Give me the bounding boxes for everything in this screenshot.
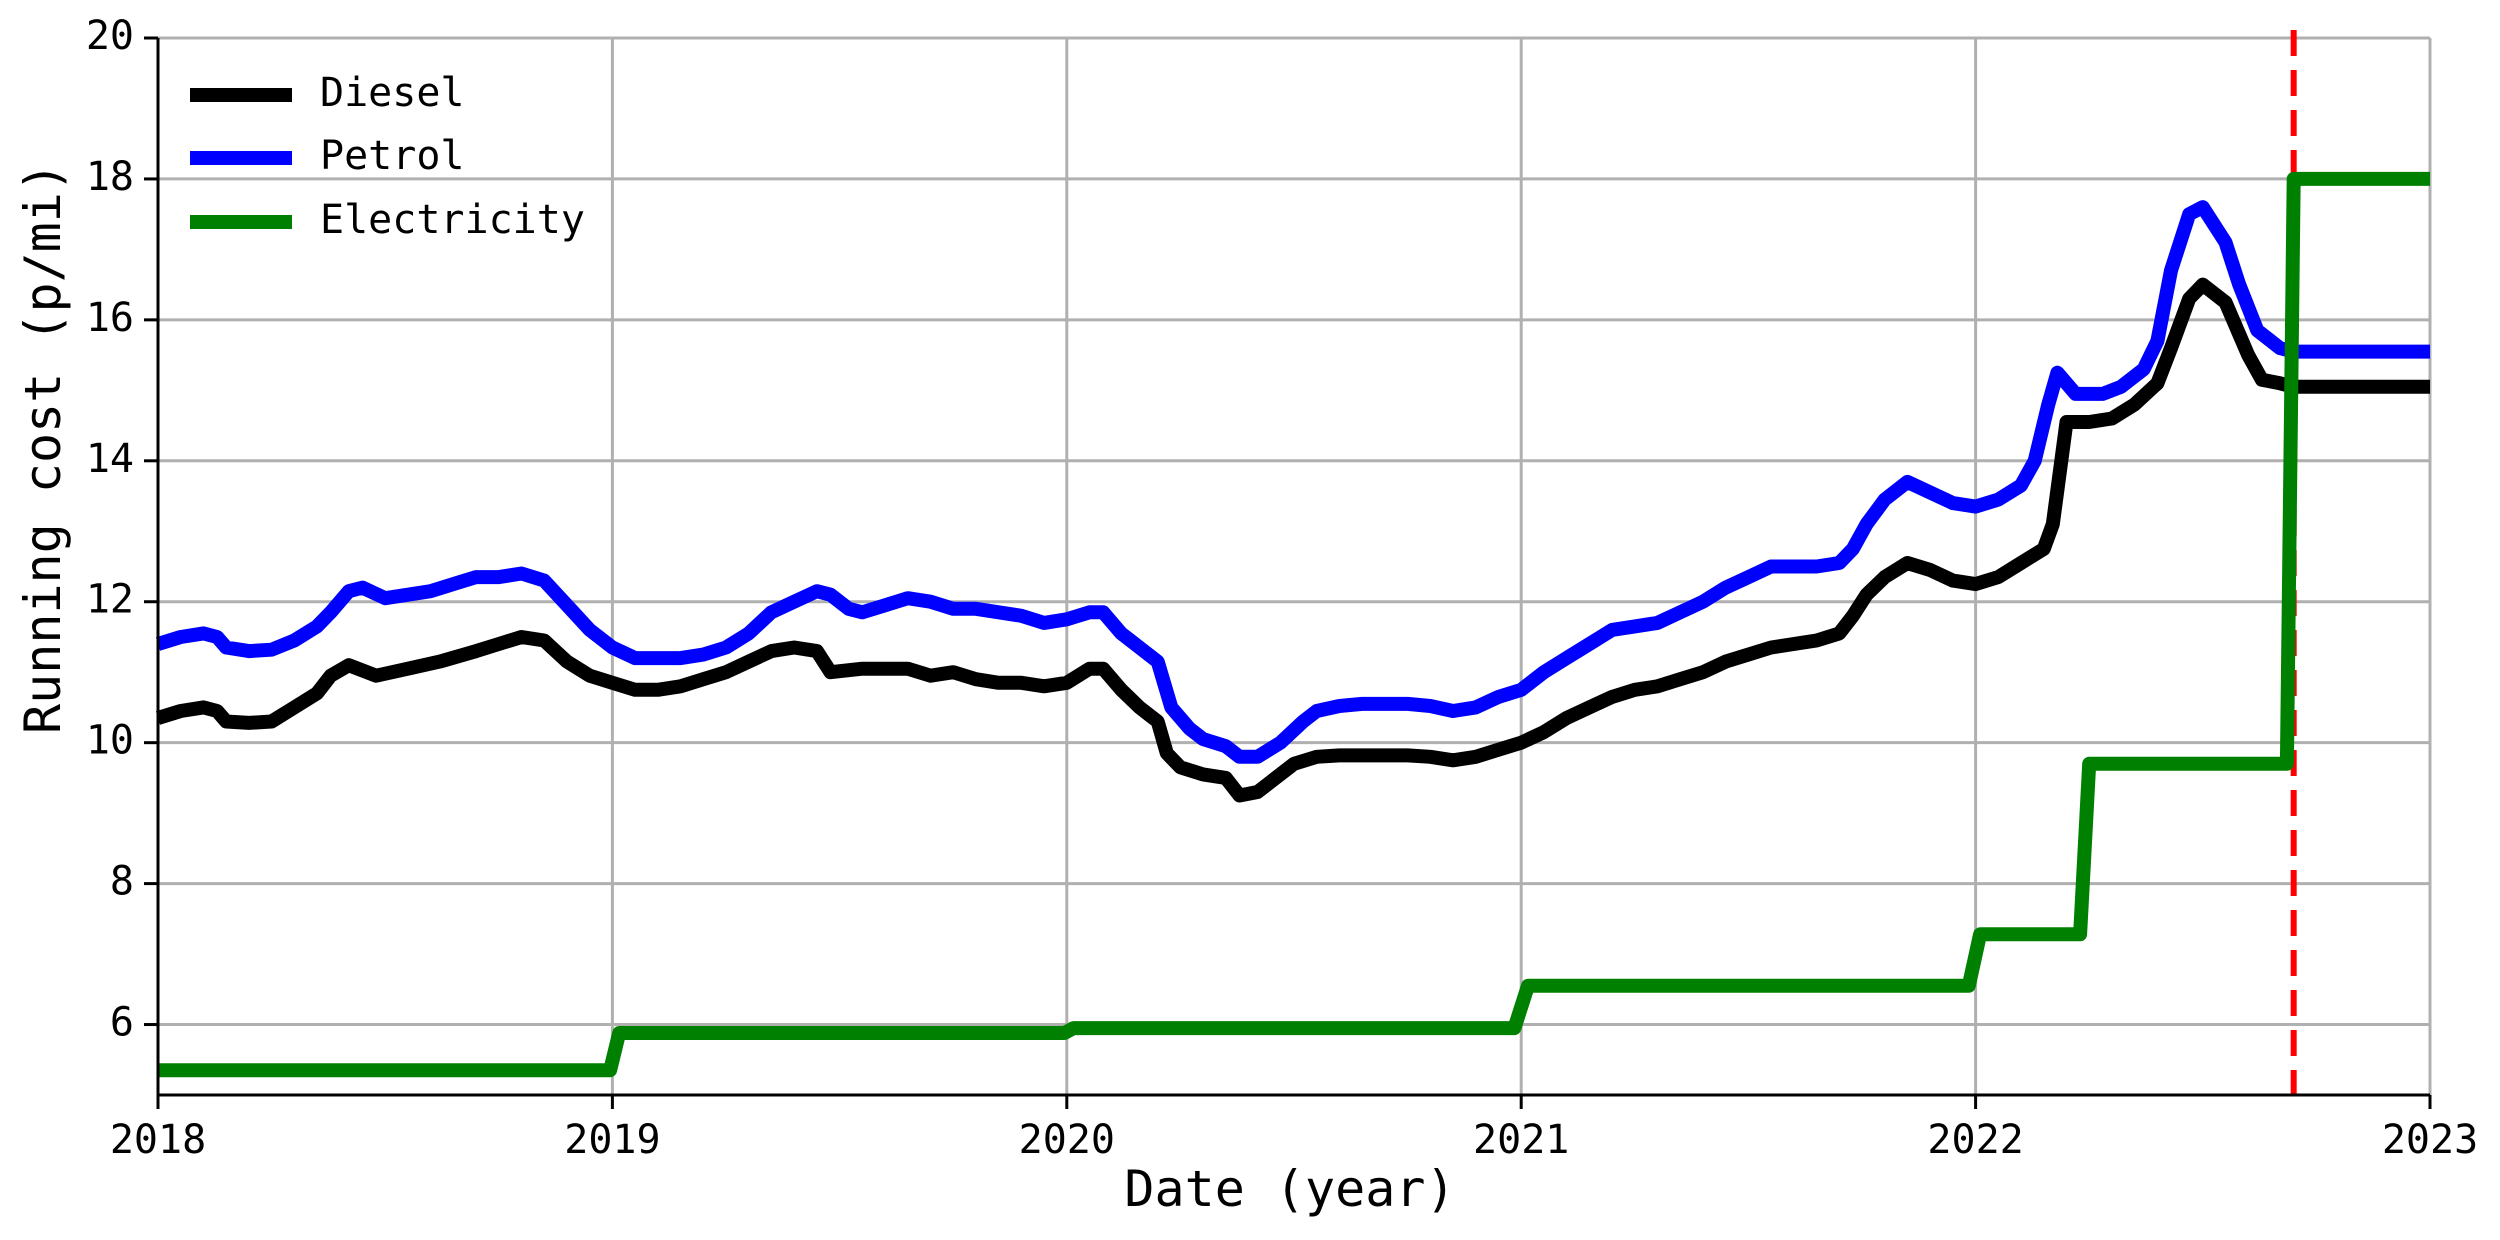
ticks: 2018 2019 2020 2021 2022 2023 6 8 10 12 14 16 18 20: [86, 13, 2478, 1163]
x-axis-label: Date (year): [1124, 1160, 1455, 1218]
series-line-diesel: [155, 277, 2430, 803]
y-tick-label: 18: [86, 154, 134, 200]
y-tick-label: 16: [86, 295, 134, 341]
axes: [156, 38, 2430, 1097]
x-tick-label: 2021: [1473, 1117, 1569, 1163]
y-tick-label: 12: [86, 577, 134, 623]
legend-label-petrol: Petrol: [320, 133, 465, 179]
x-tick-label: 2019: [564, 1117, 660, 1163]
series-line-petrol: [155, 200, 2430, 764]
legend: Diesel Petrol Electricity: [190, 70, 585, 243]
y-tick-label: 14: [86, 436, 134, 482]
x-tick-label: 2022: [1927, 1117, 2023, 1163]
y-tick-label: 6: [110, 1000, 134, 1046]
series-lines: [155, 171, 2430, 1078]
legend-label-diesel: Diesel: [320, 70, 465, 116]
grid-lines: [156, 36, 2432, 1095]
y-tick-label: 10: [86, 718, 134, 764]
x-tick-label: 2018: [110, 1117, 206, 1163]
legend-label-electricity: Electricity: [320, 197, 585, 243]
series-line-electricity: [158, 171, 2430, 1078]
y-axis-label: Running cost (p/mi): [14, 162, 72, 734]
y-tick-label: 20: [86, 13, 134, 59]
y-tick-label: 8: [110, 859, 134, 905]
x-tick-label: 2023: [2382, 1117, 2478, 1163]
x-tick-label: 2020: [1019, 1117, 1115, 1163]
